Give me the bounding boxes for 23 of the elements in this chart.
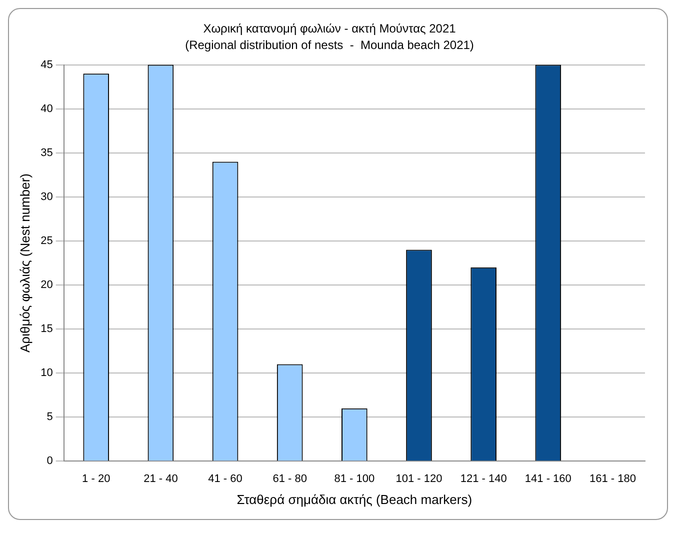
y-tick-label: 20	[40, 279, 53, 292]
x-tick-label: 61 - 80	[272, 472, 307, 485]
y-tick-label: 45	[40, 58, 53, 71]
x-tick-label: 101 - 120	[396, 472, 442, 485]
y-tick-label: 5	[46, 411, 53, 424]
x-tick-label: 121 - 140	[460, 472, 507, 485]
y-tick-label: 30	[40, 190, 53, 203]
x-tick-label: 161 - 180	[589, 472, 636, 485]
x-tick-label: 1 - 20	[82, 472, 110, 485]
chart-subtitle: (Regional distribution of nests - Mounda beach 2021)	[185, 38, 474, 52]
x-tick-label: 141 - 160	[524, 472, 572, 485]
y-tick-label: 25	[40, 235, 53, 248]
y-tick-label: 0	[46, 455, 53, 468]
chart-title: Χωρική κατανομή φωλιών - ακτή Μούντας 2021	[203, 22, 456, 36]
x-tick-label: 21 - 40	[144, 472, 178, 485]
x-tick-label: 81 - 100	[334, 472, 375, 485]
y-tick-label: 15	[40, 323, 53, 336]
y-tick-label: 35	[40, 146, 53, 159]
x-tick-label: 41 - 60	[208, 472, 242, 485]
y-axis-title: Αριθμός φωλιάς (Nest number)	[17, 174, 32, 352]
x-axis-title: Σταθερά σημάδια ακτής (Beach markers)	[236, 492, 472, 507]
y-tick-label: 40	[40, 102, 53, 115]
y-tick-label: 10	[40, 367, 53, 380]
